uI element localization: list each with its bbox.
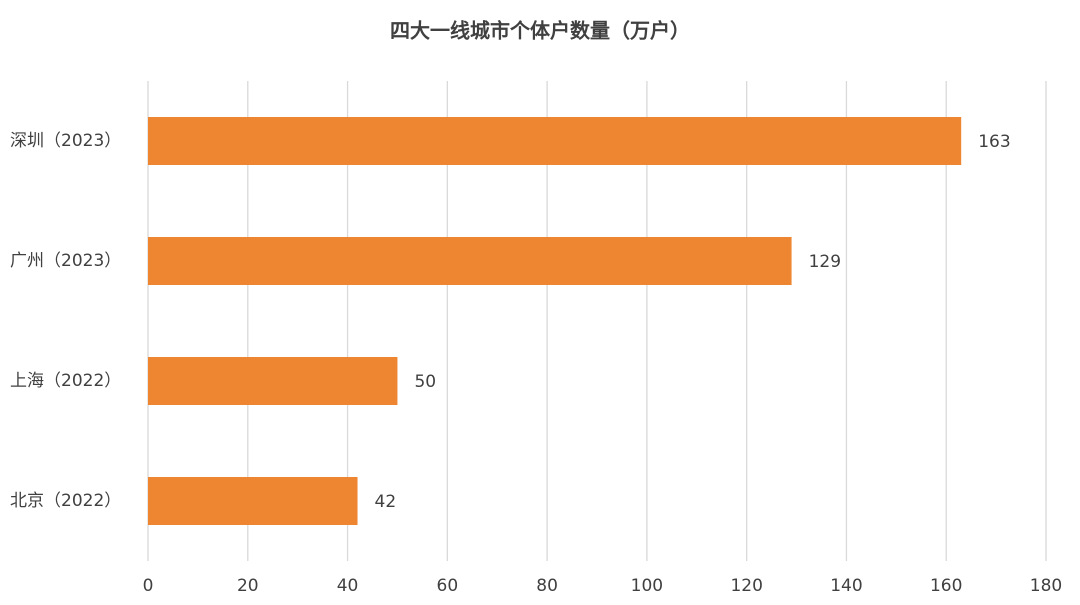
x-tick-label: 80 xyxy=(536,576,558,596)
data-label: 163 xyxy=(978,132,1010,152)
data-label: 129 xyxy=(809,252,841,272)
x-tick-label: 0 xyxy=(143,576,154,596)
y-tick-label: 广州（2023） xyxy=(10,251,121,271)
bar xyxy=(148,357,398,405)
x-tick-label: 160 xyxy=(930,576,962,596)
x-tick-label: 100 xyxy=(631,576,663,596)
bar xyxy=(148,117,962,165)
chart-title: 四大一线城市个体户数量（万户） xyxy=(390,19,690,43)
data-label: 50 xyxy=(414,372,436,392)
y-tick-label: 北京（2022） xyxy=(10,491,121,511)
y-tick-label: 深圳（2023） xyxy=(10,131,121,151)
bar xyxy=(148,477,358,525)
x-tick-label: 40 xyxy=(337,576,359,596)
y-tick-label: 上海（2022） xyxy=(10,371,121,391)
x-tick-label: 60 xyxy=(437,576,459,596)
x-tick-label: 140 xyxy=(830,576,862,596)
x-tick-label: 20 xyxy=(237,576,259,596)
data-label: 42 xyxy=(375,492,397,512)
x-tick-label: 180 xyxy=(1030,576,1062,596)
x-tick-label: 120 xyxy=(730,576,762,596)
bar xyxy=(148,237,792,285)
